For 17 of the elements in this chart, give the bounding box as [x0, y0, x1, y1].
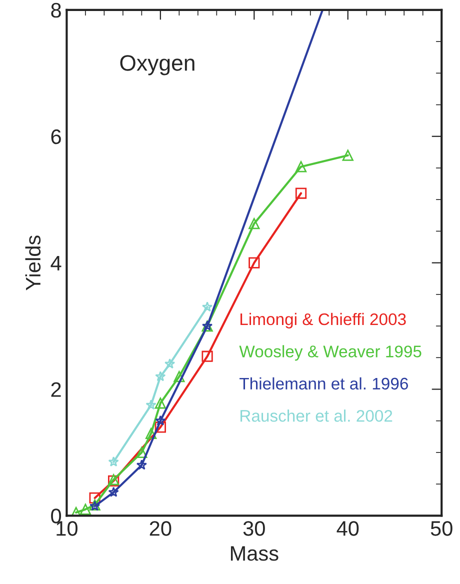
y-tick-label: 4 — [50, 256, 62, 270]
x-axis-title: Mass — [230, 546, 278, 561]
text: Thielemann et al. 1996 — [240, 377, 408, 390]
x-tick-label: 50 — [430, 521, 452, 536]
y-tick-label: 0 — [51, 508, 62, 524]
series-label: Limongi & Chieffi 2003 — [240, 312, 406, 328]
y-axis-title: Yields — [25, 236, 41, 290]
x-tick-label: 20 — [150, 521, 172, 536]
x-tick-label: 30 — [243, 521, 265, 536]
text: Rauscher et al. 2002 — [240, 410, 392, 422]
y-tick-label: 8 — [51, 2, 61, 18]
x-tick-label: 10 — [56, 521, 78, 536]
y-tick-label: 2 — [51, 382, 61, 397]
text: Oxygen — [120, 55, 194, 76]
series-label: Woosley & Weaver 1995 — [239, 345, 422, 361]
y-tick-label: 6 — [51, 129, 61, 144]
x-tick-label: 40 — [336, 521, 359, 536]
